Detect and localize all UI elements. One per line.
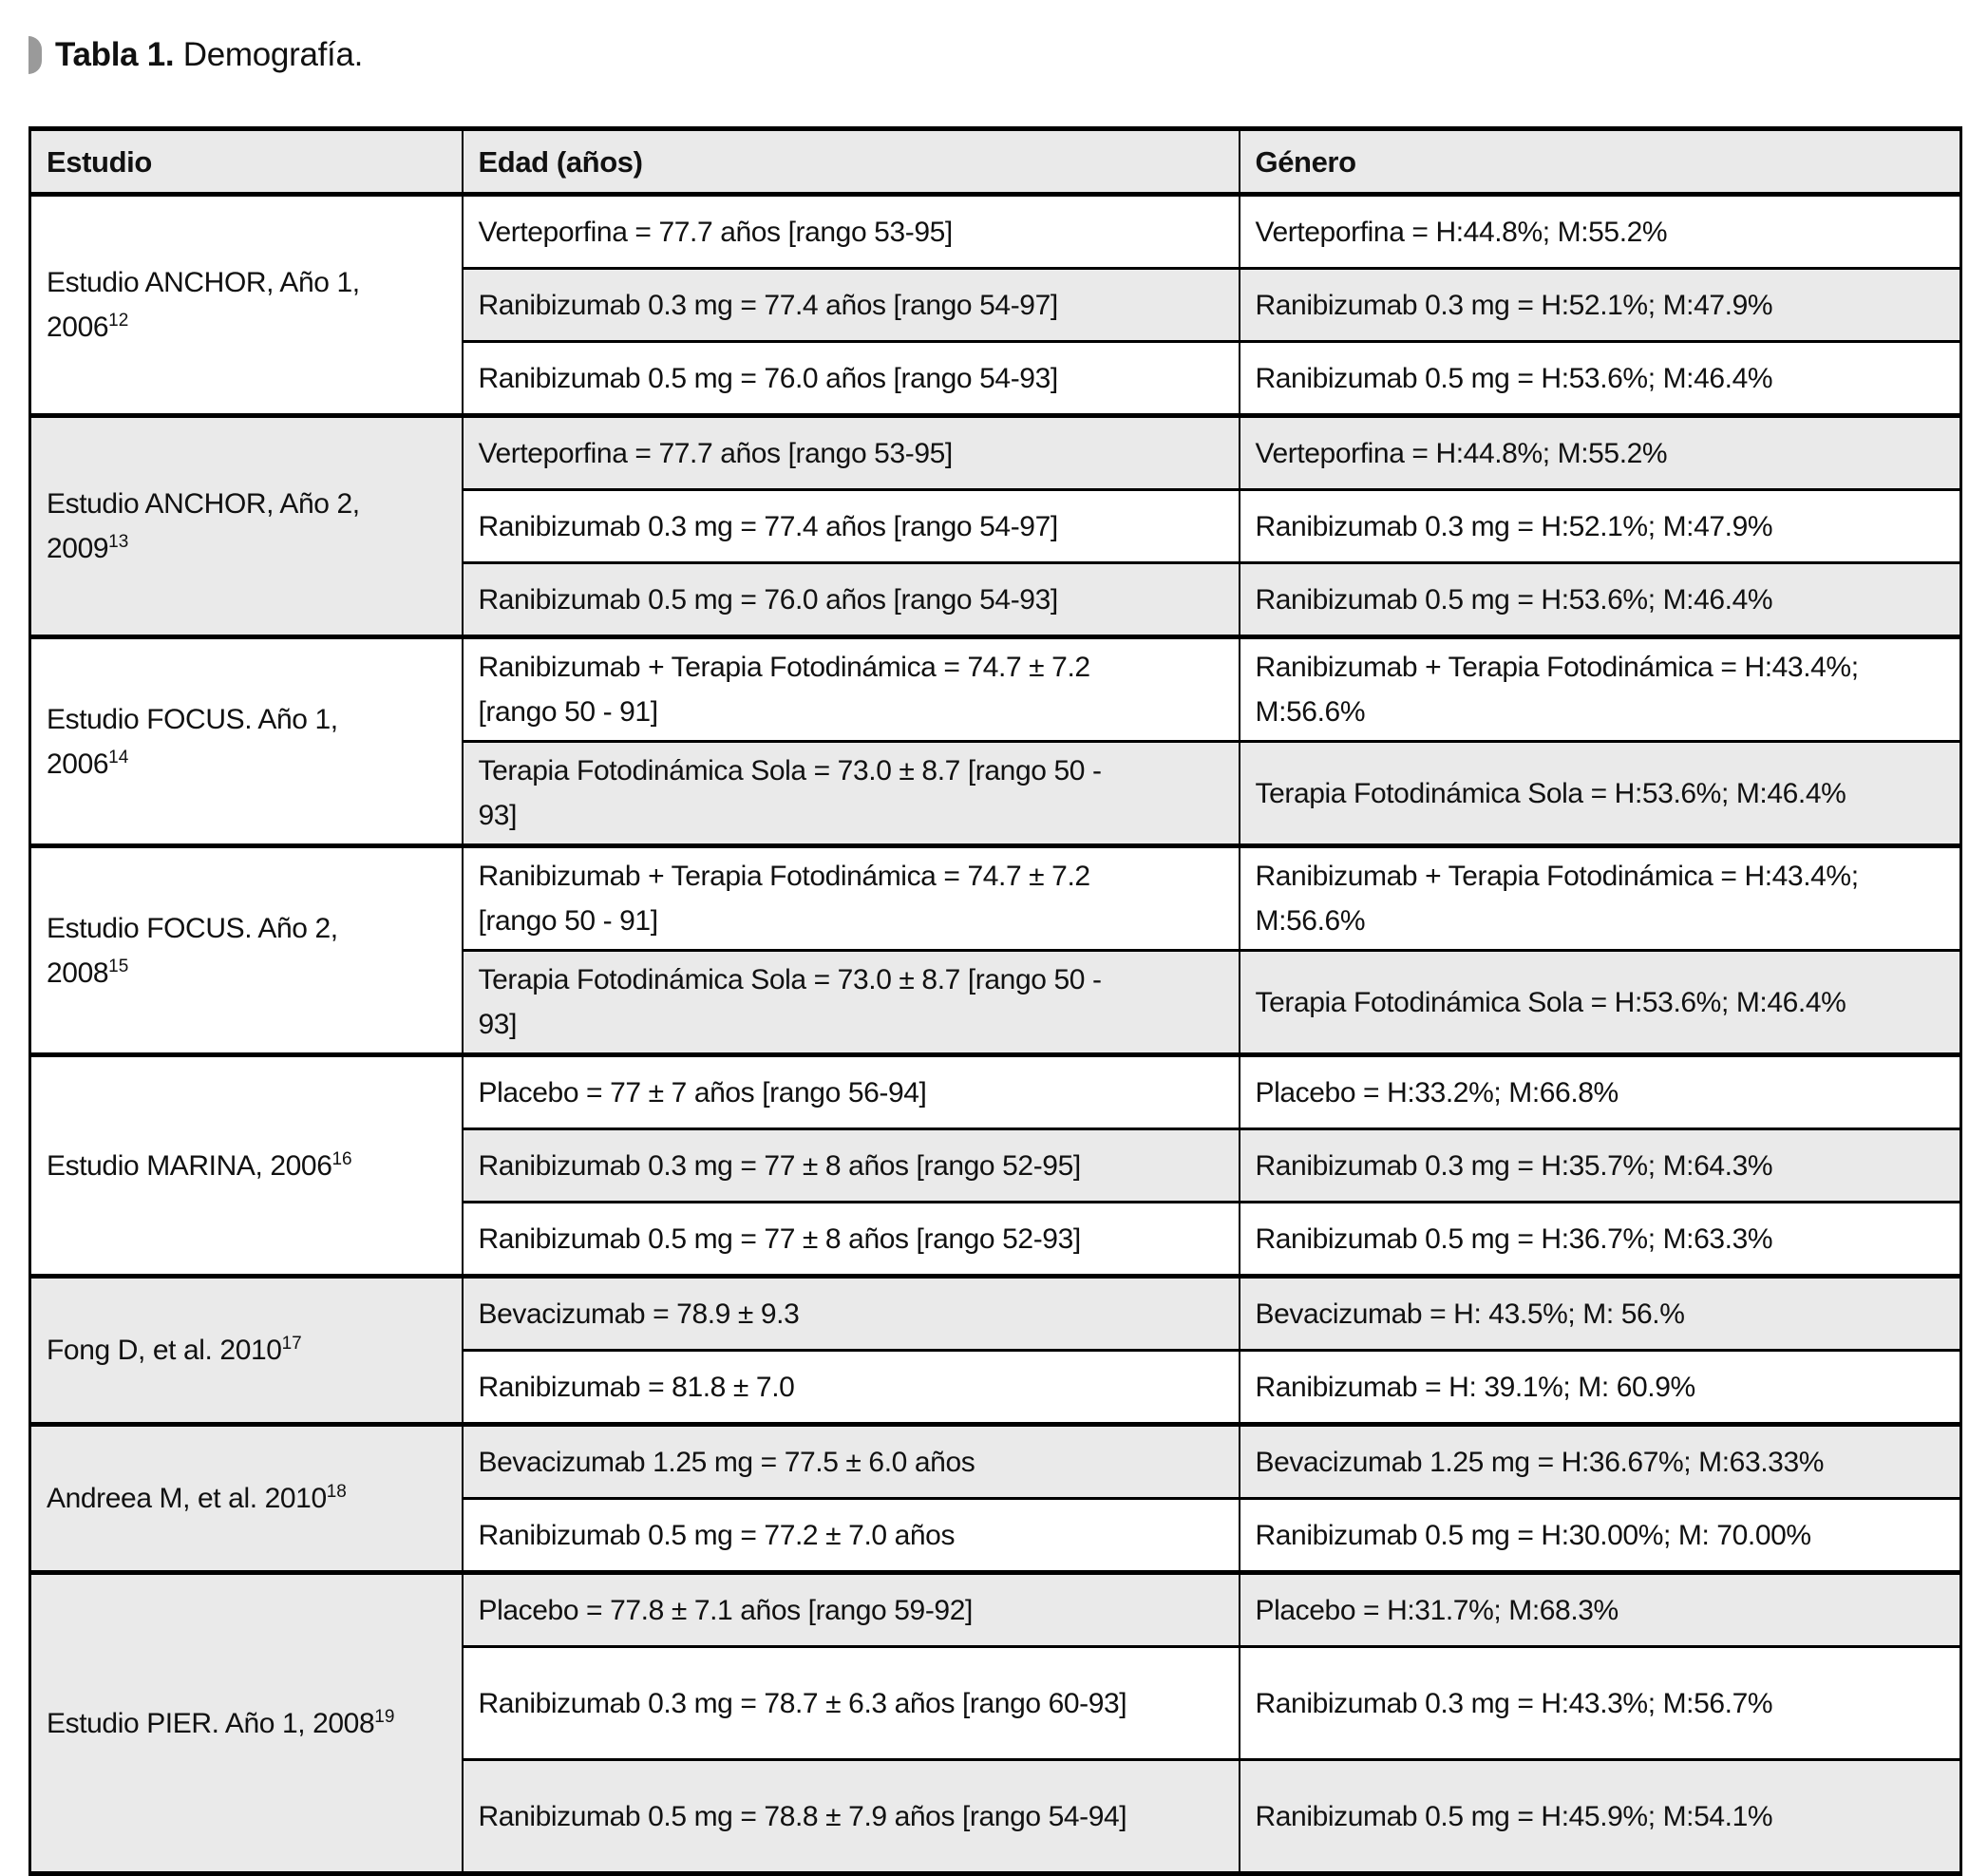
caption-title: Demografía. — [174, 36, 364, 73]
genero-cell: Terapia Fotodinámica Sola = H:53.6%; M:4… — [1238, 740, 1961, 846]
table-body: Estudio ANCHOR, Año 1, 200612 Verteporfina… — [29, 192, 1961, 1874]
caption-text: Tabla 1. Demografía. — [55, 34, 363, 76]
edad-cell: Verteporfina = 77.7 años [rango 53-95] — [461, 192, 1240, 269]
edad-cell: Ranibizumab 0.5 mg = 77 ± 8 años [rango … — [461, 1201, 1240, 1277]
genero-cell: Bevacizumab = H: 43.5%; M: 56.% — [1238, 1274, 1961, 1351]
table-row: Ranibizumab 0.5 mg = 76.0 años [rango 54… — [30, 340, 1961, 416]
genero-cell: Verteporfina = H:44.8%; M:55.2% — [1238, 192, 1961, 269]
edad-cell: Ranibizumab 0.5 mg = 76.0 años [rango 54… — [461, 561, 1240, 637]
study-cell: Estudio FOCUS. Año 1, 200614 — [29, 635, 463, 846]
table-row: Ranibizumab 0.5 mg = 76.0 años [rango 54… — [30, 561, 1961, 637]
reference-superscript: 12 — [108, 311, 129, 331]
table-row: Fong D, et al. 201017 Bevacizumab = 78.9 … — [29, 1274, 1961, 1425]
genero-cell: Bevacizumab 1.25 mg = H:36.67%; M:63.33% — [1238, 1422, 1961, 1499]
study-cell: Estudio MARINA, 200616 — [29, 1052, 463, 1277]
reference-superscript: 15 — [108, 956, 129, 976]
table-row: Terapia Fotodinámica Sola = 73.0 ± 8.7 [… — [30, 949, 1961, 1055]
study-cell: Estudio FOCUS. Año 2, 200815 — [29, 843, 463, 1055]
edad-cell: Ranibizumab 0.3 mg = 77 ± 8 años [rango … — [461, 1127, 1240, 1203]
demographics-table: Estudio Edad (años) Género Estudio ANCHO… — [28, 126, 1962, 1876]
edad-cell: Ranibizumab 0.5 mg = 76.0 años [rango 54… — [461, 340, 1240, 416]
reference-superscript: 16 — [331, 1148, 352, 1169]
table-row: Ranibizumab 0.3 mg = 77 ± 8 años [rango … — [30, 1127, 1961, 1203]
study-cell: Fong D, et al. 201017 — [29, 1274, 463, 1425]
table-row: Estudio FOCUS. Año 2, 200815 Ranibizumab +… — [29, 843, 1961, 1055]
table-row: Ranibizumab 0.5 mg = 77.2 ± 7.0 años Rani… — [30, 1497, 1961, 1573]
genero-cell: Verteporfina = H:44.8%; M:55.2% — [1238, 413, 1961, 490]
genero-cell: Ranibizumab + Terapia Fotodinámica = H:4… — [1238, 635, 1961, 742]
genero-cell: Terapia Fotodinámica Sola = H:53.6%; M:4… — [1238, 949, 1961, 1055]
edad-cell: Bevacizumab 1.25 mg = 77.5 ± 6.0 años — [461, 1422, 1240, 1499]
edad-cell: Bevacizumab = 78.9 ± 9.3 — [461, 1274, 1240, 1351]
edad-cell: Ranibizumab 0.5 mg = 77.2 ± 7.0 años — [461, 1497, 1240, 1573]
table-row: Ranibizumab = 81.8 ± 7.0 Ranibizumab = H:… — [30, 1349, 1961, 1425]
reference-superscript: 13 — [108, 532, 129, 552]
edad-cell: Ranibizumab 0.5 mg = 78.8 ± 7.9 años [ra… — [461, 1758, 1240, 1874]
table-row: Estudio ANCHOR, Año 2, 200913 Verteporfina… — [29, 413, 1961, 637]
study-cell: Estudio ANCHOR, Año 1, 200612 — [29, 192, 463, 416]
genero-cell: Ranibizumab = H: 39.1%; M: 60.9% — [1238, 1349, 1961, 1425]
table-header-row: Estudio Edad (años) Género — [29, 128, 1961, 197]
genero-cell: Ranibizumab 0.5 mg = H:53.6%; M:46.4% — [1238, 340, 1961, 416]
study-cell: Andreea M, et al. 201018 — [29, 1422, 463, 1573]
table-row: Ranibizumab 0.5 mg = 77 ± 8 años [rango … — [30, 1201, 1961, 1277]
genero-cell: Ranibizumab 0.3 mg = H:35.7%; M:64.3% — [1238, 1127, 1961, 1203]
table-row: Estudio ANCHOR, Año 1, 200612 Verteporfina… — [29, 192, 1961, 416]
study-cell: Estudio ANCHOR, Año 2, 200913 — [29, 413, 463, 637]
edad-cell: Verteporfina = 77.7 años [rango 53-95] — [461, 413, 1240, 490]
genero-cell: Placebo = H:31.7%; M:68.3% — [1238, 1570, 1961, 1647]
genero-cell: Ranibizumab 0.3 mg = H:43.3%; M:56.7% — [1238, 1645, 1961, 1760]
genero-cell: Ranibizumab 0.5 mg = H:45.9%; M:54.1% — [1238, 1758, 1961, 1874]
table-row: Estudio PIER. Año 1, 200819 Placebo = 77.… — [29, 1570, 1961, 1874]
caption-label: Tabla 1. — [55, 36, 175, 73]
column-header-genero: Género — [1238, 128, 1961, 197]
table-row: Estudio FOCUS. Año 1, 200614 Ranibizumab +… — [29, 635, 1961, 846]
edad-cell: Terapia Fotodinámica Sola = 73.0 ± 8.7 [… — [461, 740, 1240, 846]
table-caption: Tabla 1. Demografía. — [28, 34, 363, 76]
genero-cell: Ranibizumab 0.5 mg = H:30.00%; M: 70.00% — [1238, 1497, 1961, 1573]
edad-cell: Ranibizumab + Terapia Fotodinámica = 74.… — [461, 635, 1240, 742]
edad-cell: Ranibizumab = 81.8 ± 7.0 — [461, 1349, 1240, 1425]
genero-cell: Ranibizumab 0.3 mg = H:52.1%; M:47.9% — [1238, 267, 1961, 342]
edad-cell: Placebo = 77 ± 7 años [rango 56-94] — [461, 1052, 1240, 1129]
column-header-estudio: Estudio — [29, 128, 463, 197]
table-head: Estudio Edad (años) Género — [29, 128, 1961, 197]
reference-superscript: 17 — [281, 1334, 302, 1354]
edad-cell: Terapia Fotodinámica Sola = 73.0 ± 8.7 [… — [461, 949, 1240, 1055]
table-row: Ranibizumab 0.3 mg = 77.4 años [rango 54… — [30, 488, 1961, 563]
edad-cell: Ranibizumab 0.3 mg = 78.7 ± 6.3 años [ra… — [461, 1645, 1240, 1760]
table-row: Andreea M, et al. 201018 Bevacizumab 1.25… — [29, 1422, 1961, 1573]
genero-cell: Ranibizumab 0.5 mg = H:53.6%; M:46.4% — [1238, 561, 1961, 637]
edad-cell: Ranibizumab 0.3 mg = 77.4 años [rango 54… — [461, 488, 1240, 563]
edad-cell: Ranibizumab 0.3 mg = 77.4 años [rango 54… — [461, 267, 1240, 342]
column-header-edad: Edad (años) — [461, 128, 1240, 197]
reference-superscript: 18 — [326, 1482, 347, 1502]
table-row: Estudio MARINA, 200616 Placebo = 77 ± 7 a… — [29, 1052, 1961, 1277]
study-cell: Estudio PIER. Año 1, 200819 — [29, 1570, 463, 1874]
caption-bullet-icon — [28, 36, 42, 74]
genero-cell: Ranibizumab 0.3 mg = H:52.1%; M:47.9% — [1238, 488, 1961, 563]
reference-superscript: 14 — [108, 747, 129, 767]
edad-cell: Ranibizumab + Terapia Fotodinámica = 74.… — [461, 843, 1240, 951]
genero-cell: Placebo = H:33.2%; M:66.8% — [1238, 1052, 1961, 1129]
edad-cell: Placebo = 77.8 ± 7.1 años [rango 59-92] — [461, 1570, 1240, 1647]
table-row: Terapia Fotodinámica Sola = 73.0 ± 8.7 [… — [30, 740, 1961, 846]
reference-superscript: 19 — [374, 1706, 395, 1727]
genero-cell: Ranibizumab + Terapia Fotodinámica = H:4… — [1238, 843, 1961, 951]
table-row: Ranibizumab 0.3 mg = 77.4 años [rango 54… — [30, 267, 1961, 342]
genero-cell: Ranibizumab 0.5 mg = H:36.7%; M:63.3% — [1238, 1201, 1961, 1277]
